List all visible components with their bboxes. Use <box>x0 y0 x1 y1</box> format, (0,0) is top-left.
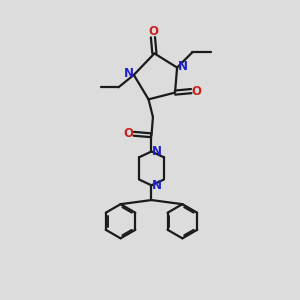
Text: N: N <box>177 60 188 73</box>
Text: O: O <box>148 26 158 38</box>
Text: O: O <box>191 85 202 98</box>
Text: O: O <box>124 127 134 140</box>
Text: N: N <box>152 145 162 158</box>
Text: N: N <box>152 179 162 192</box>
Text: N: N <box>124 67 134 80</box>
